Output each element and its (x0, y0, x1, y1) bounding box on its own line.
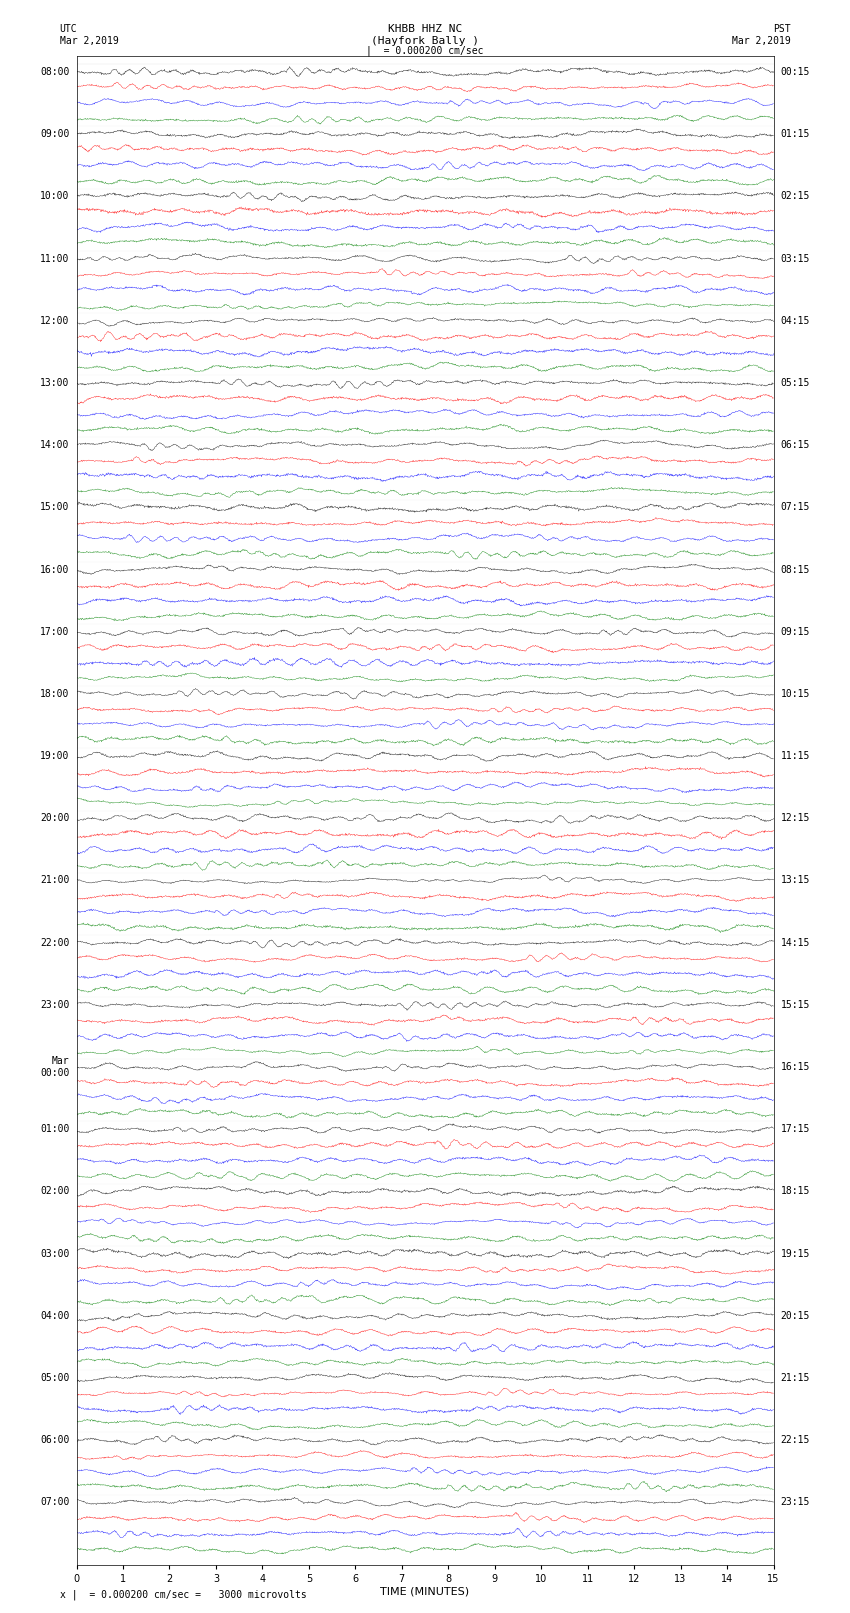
Text: PST
Mar 2,2019: PST Mar 2,2019 (732, 24, 791, 45)
Text: 23:00: 23:00 (40, 1000, 70, 1010)
Text: |  = 0.000200 cm/sec: | = 0.000200 cm/sec (366, 45, 484, 56)
Text: UTC
Mar 2,2019: UTC Mar 2,2019 (60, 24, 118, 45)
Text: 14:15: 14:15 (780, 937, 810, 948)
Text: 06:00: 06:00 (40, 1436, 70, 1445)
Text: 18:00: 18:00 (40, 689, 70, 698)
Text: 12:00: 12:00 (40, 316, 70, 326)
Text: 18:15: 18:15 (780, 1187, 810, 1197)
Text: 04:15: 04:15 (780, 316, 810, 326)
Text: 17:15: 17:15 (780, 1124, 810, 1134)
Text: 13:15: 13:15 (780, 876, 810, 886)
Text: 19:00: 19:00 (40, 752, 70, 761)
Text: 10:15: 10:15 (780, 689, 810, 698)
Text: 11:00: 11:00 (40, 253, 70, 263)
Text: 10:00: 10:00 (40, 192, 70, 202)
Text: KHBB HHZ NC
(Hayfork Bally ): KHBB HHZ NC (Hayfork Bally ) (371, 24, 479, 45)
Text: 20:00: 20:00 (40, 813, 70, 823)
Text: 22:15: 22:15 (780, 1436, 810, 1445)
Text: 05:15: 05:15 (780, 377, 810, 389)
Text: 02:00: 02:00 (40, 1187, 70, 1197)
Text: 16:15: 16:15 (780, 1061, 810, 1073)
Text: 17:00: 17:00 (40, 627, 70, 637)
Text: 03:15: 03:15 (780, 253, 810, 263)
Text: 15:00: 15:00 (40, 502, 70, 513)
Text: 09:00: 09:00 (40, 129, 70, 139)
Text: Mar
00:00: Mar 00:00 (40, 1057, 70, 1077)
Text: 09:15: 09:15 (780, 627, 810, 637)
Text: 08:15: 08:15 (780, 565, 810, 574)
Text: 08:00: 08:00 (40, 68, 70, 77)
X-axis label: TIME (MINUTES): TIME (MINUTES) (381, 1587, 469, 1597)
Text: 14:00: 14:00 (40, 440, 70, 450)
Text: 20:15: 20:15 (780, 1311, 810, 1321)
Text: 21:15: 21:15 (780, 1373, 810, 1382)
Text: 06:15: 06:15 (780, 440, 810, 450)
Text: 23:15: 23:15 (780, 1497, 810, 1508)
Text: 16:00: 16:00 (40, 565, 70, 574)
Text: 02:15: 02:15 (780, 192, 810, 202)
Text: 13:00: 13:00 (40, 377, 70, 389)
Text: x |  = 0.000200 cm/sec =   3000 microvolts: x | = 0.000200 cm/sec = 3000 microvolts (60, 1589, 306, 1600)
Text: 07:15: 07:15 (780, 502, 810, 513)
Text: 04:00: 04:00 (40, 1311, 70, 1321)
Text: 22:00: 22:00 (40, 937, 70, 948)
Text: 19:15: 19:15 (780, 1248, 810, 1258)
Text: 03:00: 03:00 (40, 1248, 70, 1258)
Text: 05:00: 05:00 (40, 1373, 70, 1382)
Text: 12:15: 12:15 (780, 813, 810, 823)
Text: 01:00: 01:00 (40, 1124, 70, 1134)
Text: 11:15: 11:15 (780, 752, 810, 761)
Text: 00:15: 00:15 (780, 68, 810, 77)
Text: 21:00: 21:00 (40, 876, 70, 886)
Text: 15:15: 15:15 (780, 1000, 810, 1010)
Text: 07:00: 07:00 (40, 1497, 70, 1508)
Text: 01:15: 01:15 (780, 129, 810, 139)
